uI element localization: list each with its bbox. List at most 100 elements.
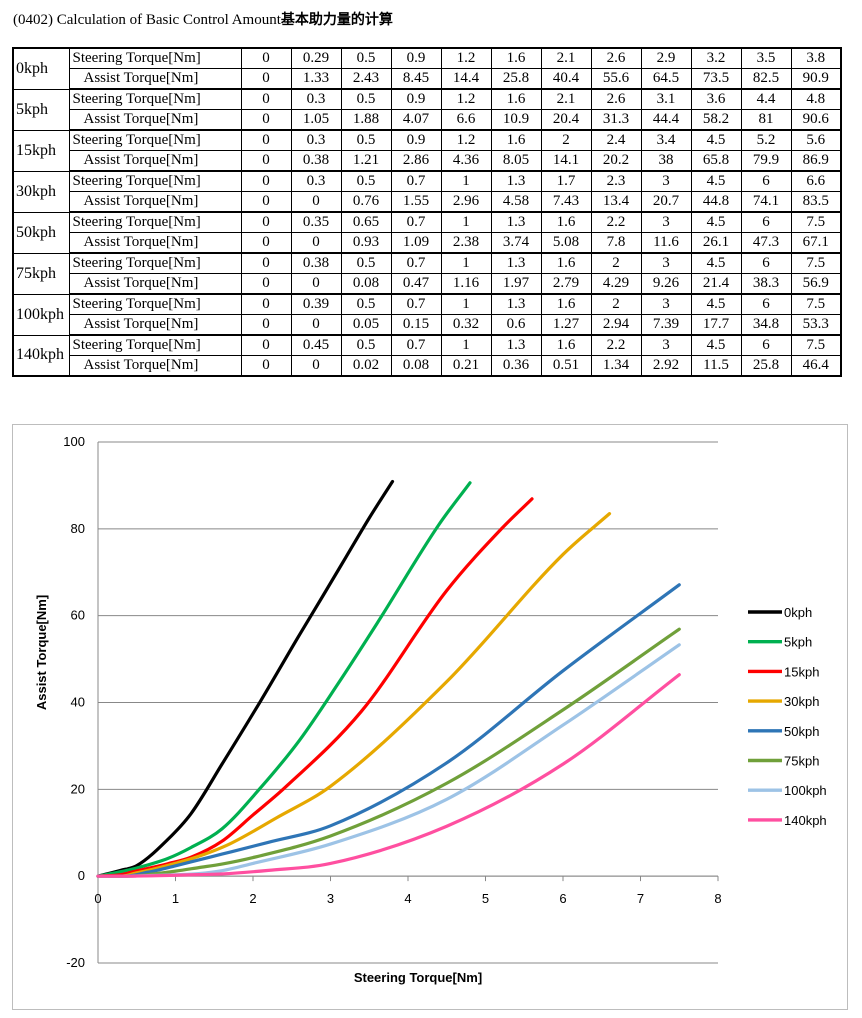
table-cell: 0 (240, 211, 292, 233)
table-row: Assist Torque[Nm] 0 1.05 1.88 4.07 6.6 10.9 20.… (13, 109, 842, 131)
table-cell: 81 (740, 109, 792, 131)
table-cell: 3.2 (690, 47, 742, 69)
table-cell: 3.4 (640, 129, 692, 151)
table-cell: 4.58 (490, 191, 542, 213)
x-tick-label: 6 (559, 891, 566, 906)
table-cell: 4.5 (690, 170, 742, 192)
table-cell: 0.5 (340, 170, 392, 192)
table-cell: 2.96 (440, 191, 492, 213)
y-tick-label: 0 (78, 868, 85, 883)
table-cell: 0.02 (340, 355, 392, 377)
legend-label: 50kph (784, 724, 819, 739)
table-cell: 9.26 (640, 273, 692, 295)
table-cell: 20.2 (590, 150, 642, 172)
assist-torque-label: Assist Torque[Nm] (68, 273, 242, 295)
table-cell: 10.9 (490, 109, 542, 131)
steering-torque-label: Steering Torque[Nm] (68, 47, 242, 69)
speed-label: 140kph (12, 334, 70, 377)
table-cell: 17.7 (690, 314, 742, 336)
table-cell: 2.43 (340, 68, 392, 90)
table-cell: 5.2 (740, 129, 792, 151)
table-cell: 3.74 (490, 232, 542, 254)
table-cell: 0 (240, 68, 292, 90)
chart-area: -20 0 20 40 60 80 100 0 1 2 3 4 5 6 7 8 Steering Torque[… (12, 424, 848, 1010)
table-cell: 1.3 (490, 170, 542, 192)
table-cell: 2 (540, 129, 592, 151)
table-cell: 0.76 (340, 191, 392, 213)
speed-label: 30kph (12, 170, 70, 213)
y-tick-label: 80 (71, 521, 85, 536)
table-cell: 0.5 (340, 334, 392, 356)
table-cell: 73.5 (690, 68, 742, 90)
table-cell: 90.6 (790, 109, 842, 131)
table-cell: 5.6 (790, 129, 842, 151)
table-cell: 0.5 (340, 88, 392, 110)
table-cell: 44.8 (690, 191, 742, 213)
table-cell: 4.4 (740, 88, 792, 110)
table-cell: 1.33 (290, 68, 342, 90)
table-cell: 0.3 (290, 170, 342, 192)
series-line-15kph (96, 497, 534, 878)
table-cell: 11.6 (640, 232, 692, 254)
table-cell: 0 (290, 273, 342, 295)
table-cell: 44.4 (640, 109, 692, 131)
table-cell: 0 (240, 334, 292, 356)
table-cell: 90.9 (790, 68, 842, 90)
table-row: Assist Torque[Nm] 0 0.38 1.21 2.86 4.36 8.05 14… (13, 150, 842, 172)
table-cell: 2.2 (590, 211, 642, 233)
assist-torque-label: Assist Torque[Nm] (68, 232, 242, 254)
speed-label: 100kph (12, 293, 70, 336)
x-tick-label: 3 (327, 891, 334, 906)
legend-label: 140kph (784, 813, 827, 828)
table-cell: 25.8 (740, 355, 792, 377)
table-cell: 0 (290, 191, 342, 213)
table-cell: 6 (740, 211, 792, 233)
table-cell: 7.5 (790, 211, 842, 233)
table-cell: 0.36 (490, 355, 542, 377)
legend-label: 15kph (784, 664, 819, 679)
table-cell: 1.05 (290, 109, 342, 131)
table-cell: 0 (290, 355, 342, 377)
table-cell: 8.45 (390, 68, 442, 90)
table-cell: 1.2 (440, 129, 492, 151)
table-cell: 6.6 (440, 109, 492, 131)
table-cell: 0 (240, 47, 292, 69)
table-row: 0kph Steering Torque[Nm] 0 0.29 0.5 0.9 1.2 1.6… (12, 47, 842, 90)
x-tick-label: 1 (172, 891, 179, 906)
table-cell: 4.8 (790, 88, 842, 110)
table-cell: 1.3 (490, 293, 542, 315)
speed-label: 75kph (12, 252, 70, 295)
speed-label: 15kph (12, 129, 70, 172)
table-cell: 1.88 (340, 109, 392, 131)
speed-label: 50kph (12, 211, 70, 254)
table-cell: 74.1 (740, 191, 792, 213)
table-cell: 4.36 (440, 150, 492, 172)
steering-torque-label: Steering Torque[Nm] (68, 170, 242, 192)
table-cell: 0.3 (290, 129, 342, 151)
table-cell: 0.39 (290, 293, 342, 315)
table-cell: 1.34 (590, 355, 642, 377)
series-line-0kph (96, 479, 395, 878)
table-cell: 26.1 (690, 232, 742, 254)
steering-torque-label: Steering Torque[Nm] (68, 293, 242, 315)
x-axis-title: Steering Torque[Nm] (354, 970, 482, 985)
speed-label: 0kph (12, 47, 70, 90)
table-cell: 13.4 (590, 191, 642, 213)
x-tick-label: 5 (482, 891, 489, 906)
table-cell: 4.5 (690, 252, 742, 274)
table-cell: 14.4 (440, 68, 492, 90)
table-cell: 1.6 (490, 88, 542, 110)
table-cell: 7.5 (790, 252, 842, 274)
table-cell: 0.32 (440, 314, 492, 336)
table-cell: 47.3 (740, 232, 792, 254)
table-cell: 7.5 (790, 334, 842, 356)
table-cell: 20.4 (540, 109, 592, 131)
table-cell: 5.08 (540, 232, 592, 254)
steering-torque-label: Steering Torque[Nm] (68, 334, 242, 356)
table-cell: 0.65 (340, 211, 392, 233)
table-cell: 58.2 (690, 109, 742, 131)
steering-torque-label: Steering Torque[Nm] (68, 129, 242, 151)
table-cell: 38.3 (740, 273, 792, 295)
table-cell: 0.9 (390, 88, 442, 110)
table-cell: 1.21 (340, 150, 392, 172)
